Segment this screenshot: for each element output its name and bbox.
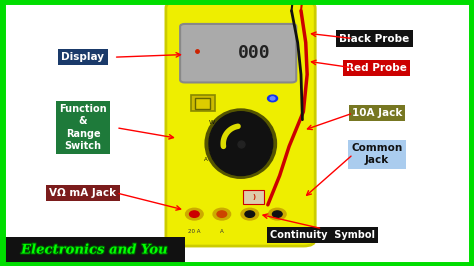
Text: ): )	[252, 194, 255, 200]
Text: Electronics and You: Electronics and You	[21, 244, 169, 256]
Text: A: A	[204, 157, 208, 162]
Text: Continuity  Symbol: Continuity Symbol	[270, 230, 375, 240]
Text: A: A	[220, 229, 224, 234]
FancyBboxPatch shape	[243, 190, 264, 204]
Text: V—: V—	[254, 119, 263, 124]
Ellipse shape	[185, 208, 203, 220]
Ellipse shape	[213, 208, 231, 220]
Text: VW: VW	[273, 229, 282, 234]
Ellipse shape	[190, 211, 199, 217]
FancyBboxPatch shape	[166, 1, 315, 246]
FancyBboxPatch shape	[191, 95, 215, 111]
Text: Red Probe: Red Probe	[346, 63, 407, 73]
Ellipse shape	[209, 112, 273, 176]
Text: Function
&
Range
Switch: Function & Range Switch	[59, 104, 107, 151]
Ellipse shape	[268, 208, 286, 220]
Text: V: V	[261, 159, 265, 164]
Ellipse shape	[273, 211, 282, 217]
Ellipse shape	[241, 208, 259, 220]
FancyBboxPatch shape	[5, 237, 185, 263]
Text: 10A Jack: 10A Jack	[352, 108, 402, 118]
Text: W: W	[209, 120, 215, 125]
FancyBboxPatch shape	[195, 98, 210, 109]
Ellipse shape	[270, 97, 275, 100]
Text: 20 A: 20 A	[188, 229, 201, 234]
Text: VΩ mA Jack: VΩ mA Jack	[49, 188, 117, 198]
Ellipse shape	[267, 95, 278, 102]
Text: 000: 000	[238, 44, 271, 62]
Ellipse shape	[245, 211, 255, 217]
Text: Display: Display	[62, 52, 104, 62]
Ellipse shape	[217, 211, 227, 217]
Text: Common
Jack: Common Jack	[351, 143, 402, 165]
FancyBboxPatch shape	[180, 24, 296, 82]
Text: Black Probe: Black Probe	[339, 34, 410, 44]
